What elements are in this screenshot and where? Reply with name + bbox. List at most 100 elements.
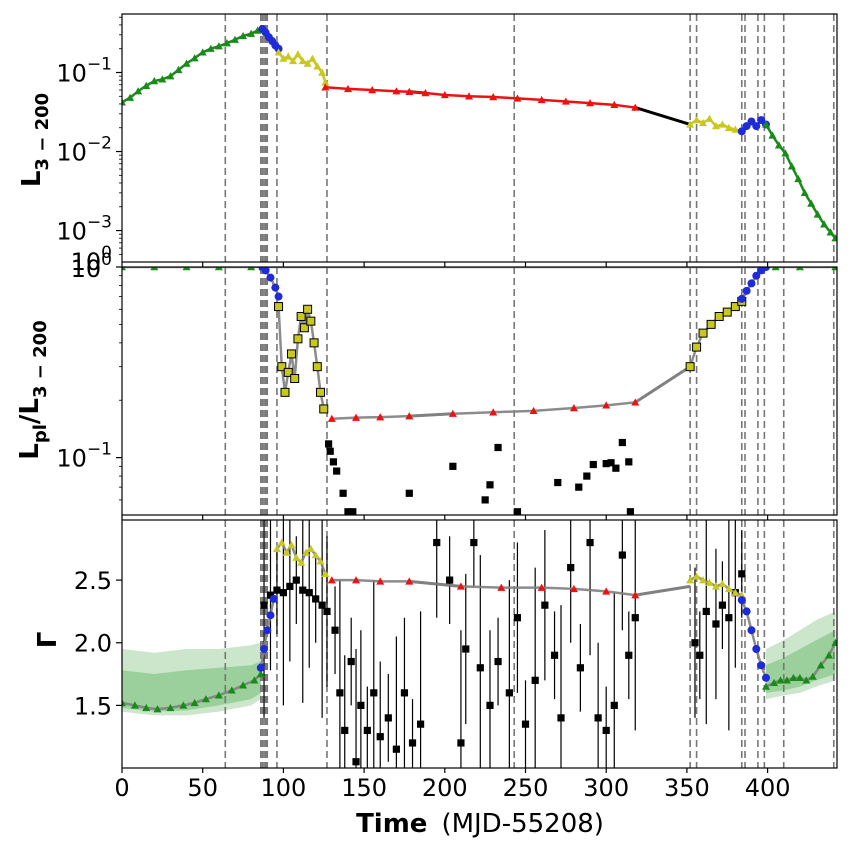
data-point-hard: [182, 267, 191, 271]
data-point-hard: [807, 199, 816, 207]
black-data-point: [449, 462, 457, 470]
data-point-hard: [198, 48, 207, 56]
data-point-hard: [787, 162, 796, 170]
black-data-point: [326, 447, 334, 455]
data-point-soft: [327, 576, 336, 584]
black-data-point: [610, 701, 618, 709]
data-point-hard_intermediate: [752, 645, 761, 654]
data-point-soft: [513, 94, 522, 102]
black-data-point: [273, 586, 281, 594]
data-point-hard_intermediate: [263, 626, 272, 635]
data-point-soft: [489, 408, 498, 416]
data-point-soft: [489, 92, 498, 101]
black-data-point: [323, 607, 331, 616]
xlabel: Time (MJD-55208): [356, 809, 604, 839]
data-point-soft_intermediate: [711, 582, 720, 590]
data-point-soft: [456, 582, 465, 590]
data-point-soft: [343, 84, 352, 93]
data-point-soft: [569, 404, 578, 412]
data-point-hard_intermediate: [271, 283, 280, 292]
data-point-hard: [214, 42, 223, 50]
panel-frame: [121, 266, 838, 516]
data-point-hard: [190, 54, 199, 62]
gap-connector-line: [634, 106, 691, 126]
data-point-soft_intermediate: [303, 304, 313, 314]
data-point-hard: [831, 638, 837, 646]
black-data-point: [312, 595, 320, 603]
data-point-hard: [122, 698, 126, 707]
data-point-soft_intermediate: [306, 316, 316, 326]
data-point-soft_intermediate: [692, 116, 701, 124]
data-point-soft_intermediate: [299, 323, 309, 333]
data-point-hard: [179, 701, 188, 709]
data-point-soft: [631, 103, 640, 111]
data-point-soft: [602, 587, 611, 595]
black-data-point: [550, 651, 559, 659]
data-point-soft_intermediate: [292, 553, 301, 561]
black-data-point: [691, 639, 699, 647]
data-point-soft: [537, 95, 546, 104]
black-data-point: [486, 701, 494, 709]
data-point-hard: [824, 651, 833, 659]
data-point-soft_intermediate: [290, 374, 300, 384]
data-point-hard_intermediate: [747, 626, 756, 635]
black-data-point: [457, 739, 465, 747]
data-point-hard_intermediate: [737, 596, 746, 605]
data-point-soft_intermediate: [282, 548, 291, 556]
x-tick-label: 150: [341, 774, 387, 802]
ylabel-top: L3 − 200: [17, 93, 53, 187]
data-point-hard: [182, 59, 191, 67]
panel-frame: [121, 519, 838, 769]
data-point-hard: [239, 31, 248, 40]
data-point-hard: [770, 678, 779, 687]
data-point-soft_intermediate: [296, 311, 306, 321]
black-data-point: [575, 483, 583, 491]
black-data-point: [405, 489, 413, 497]
data-point-hard: [239, 681, 248, 689]
data-point-hard: [795, 267, 804, 271]
data-point-soft_intermediate: [309, 338, 319, 348]
data-point-soft_intermediate: [284, 52, 293, 60]
black-data-point: [494, 443, 502, 452]
data-point-hard: [130, 701, 139, 709]
black-data-point: [357, 701, 365, 709]
series-line-soft_intermediate: [688, 300, 743, 368]
black-data-point: [286, 582, 294, 590]
gap-connector-line: [635, 584, 691, 597]
data-point-hard: [222, 39, 231, 47]
data-point-soft_intermediate: [685, 362, 695, 372]
black-data-point: [718, 601, 727, 609]
data-point-hard_intermediate: [747, 279, 756, 288]
data-point-soft: [392, 87, 401, 95]
black-data-point: [625, 458, 633, 466]
black-data-point: [583, 472, 591, 480]
data-point-soft_intermediate: [272, 544, 281, 553]
data-point-hard_intermediate: [261, 267, 270, 275]
data-point-hard_intermediate: [742, 286, 751, 295]
panel-photon-index: 1.5 2.0 2.5: [74, 519, 838, 773]
black-data-point: [347, 657, 355, 666]
data-point-soft_intermediate: [287, 541, 296, 549]
data-point-hard: [782, 676, 791, 684]
black-data-point: [531, 676, 539, 684]
black-data-point: [589, 460, 597, 469]
panel-powerlaw-fraction: 10−1 100: [56, 250, 838, 520]
data-point-soft: [631, 591, 640, 599]
data-point-soft: [368, 86, 377, 94]
black-data-point: [521, 720, 530, 728]
series-line-soft: [331, 401, 636, 420]
black-data-point: [408, 739, 417, 747]
black-data-point: [494, 657, 502, 666]
black-data-point: [384, 714, 392, 722]
data-point-soft: [321, 83, 330, 91]
black-data-point: [696, 651, 704, 659]
data-point-hard: [776, 676, 785, 684]
black-data-point: [349, 508, 357, 515]
data-point-soft: [602, 401, 611, 409]
data-point-soft_intermediate: [318, 68, 327, 76]
data-point-soft: [529, 406, 538, 415]
data-point-hard: [831, 267, 837, 271]
black-data-point: [416, 720, 425, 728]
data-point-soft_intermediate: [279, 54, 288, 62]
black-data-point: [738, 570, 746, 578]
